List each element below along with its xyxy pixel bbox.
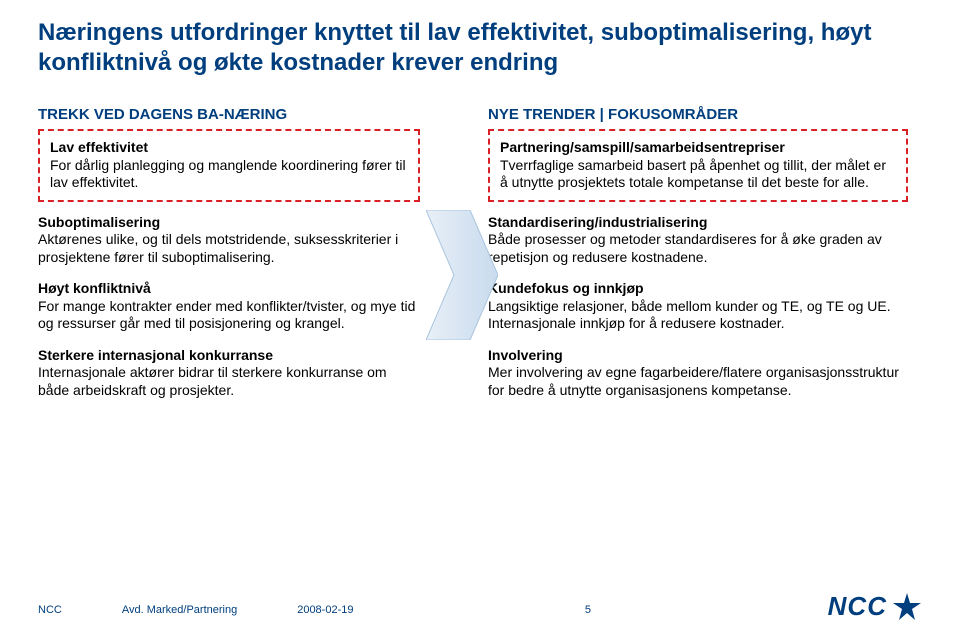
right-box-text: Tverrfaglige samarbeid basert på åpenhet…	[500, 157, 886, 191]
logo-text: NCC	[828, 591, 887, 622]
right-block-0-bold: Standardisering/industrialisering	[488, 214, 707, 230]
left-box-text: For dårlig planlegging og manglende koor…	[50, 157, 406, 191]
left-block-1-text: For mange kontrakter ender med konflikte…	[38, 298, 415, 332]
right-block-1-bold: Kundefokus og innkjøp	[488, 280, 644, 296]
footer-dept: Avd. Marked/Partnering	[122, 604, 237, 616]
left-block-0: Suboptimalisering Aktørenes ulike, og ti…	[38, 214, 420, 267]
footer-page: 5	[585, 604, 591, 616]
left-box-bold: Lav effektivitet	[50, 139, 148, 155]
right-block-2: Involvering Mer involvering av egne faga…	[488, 347, 908, 400]
right-box-bold: Partnering/samspill/samarbeidsentreprise…	[500, 139, 785, 155]
left-block-0-bold: Suboptimalisering	[38, 214, 160, 230]
right-heading: NYE TRENDER | FOKUSOMRÅDER	[488, 106, 908, 123]
right-dashed-box: Partnering/samspill/samarbeidsentreprise…	[488, 129, 908, 202]
left-block-0-text: Aktørenes ulike, og til dels motstridend…	[38, 231, 398, 265]
footer-company: NCC	[38, 604, 62, 616]
left-heading: TREKK VED DAGENS BA-NÆRING	[38, 106, 420, 123]
right-block-1-text: Langsiktige relasjoner, både mellom kund…	[488, 298, 891, 332]
left-block-2: Sterkere internasjonal konkurranse Inter…	[38, 347, 420, 400]
logo: NCC	[828, 591, 921, 622]
right-block-0: Standardisering/industrialisering Både p…	[488, 214, 908, 267]
slide-title: Næringens utfordringer knyttet til lav e…	[38, 18, 921, 78]
footer-date: 2008-02-19	[297, 604, 353, 616]
right-block-2-bold: Involvering	[488, 347, 563, 363]
left-block-1: Høyt konfliktnivå For mange kontrakter e…	[38, 280, 420, 333]
star-icon	[893, 593, 921, 621]
footer: NCC Avd. Marked/Partnering 2008-02-19 5	[0, 604, 959, 616]
left-block-2-bold: Sterkere internasjonal konkurranse	[38, 347, 273, 363]
left-dashed-box: Lav effektivitet For dårlig planlegging …	[38, 129, 420, 202]
left-block-2-text: Internasjonale aktører bidrar til sterke…	[38, 364, 387, 398]
left-column: TREKK VED DAGENS BA-NÆRING Lav effektivi…	[38, 106, 420, 413]
right-block-0-text: Både prosesser og metoder standardiseres…	[488, 231, 882, 265]
right-block-2-text: Mer involvering av egne fagarbeidere/fla…	[488, 364, 899, 398]
left-block-1-bold: Høyt konfliktnivå	[38, 280, 151, 296]
right-block-1: Kundefokus og innkjøp Langsiktige relasj…	[488, 280, 908, 333]
right-column: NYE TRENDER | FOKUSOMRÅDER Partnering/sa…	[488, 106, 908, 413]
